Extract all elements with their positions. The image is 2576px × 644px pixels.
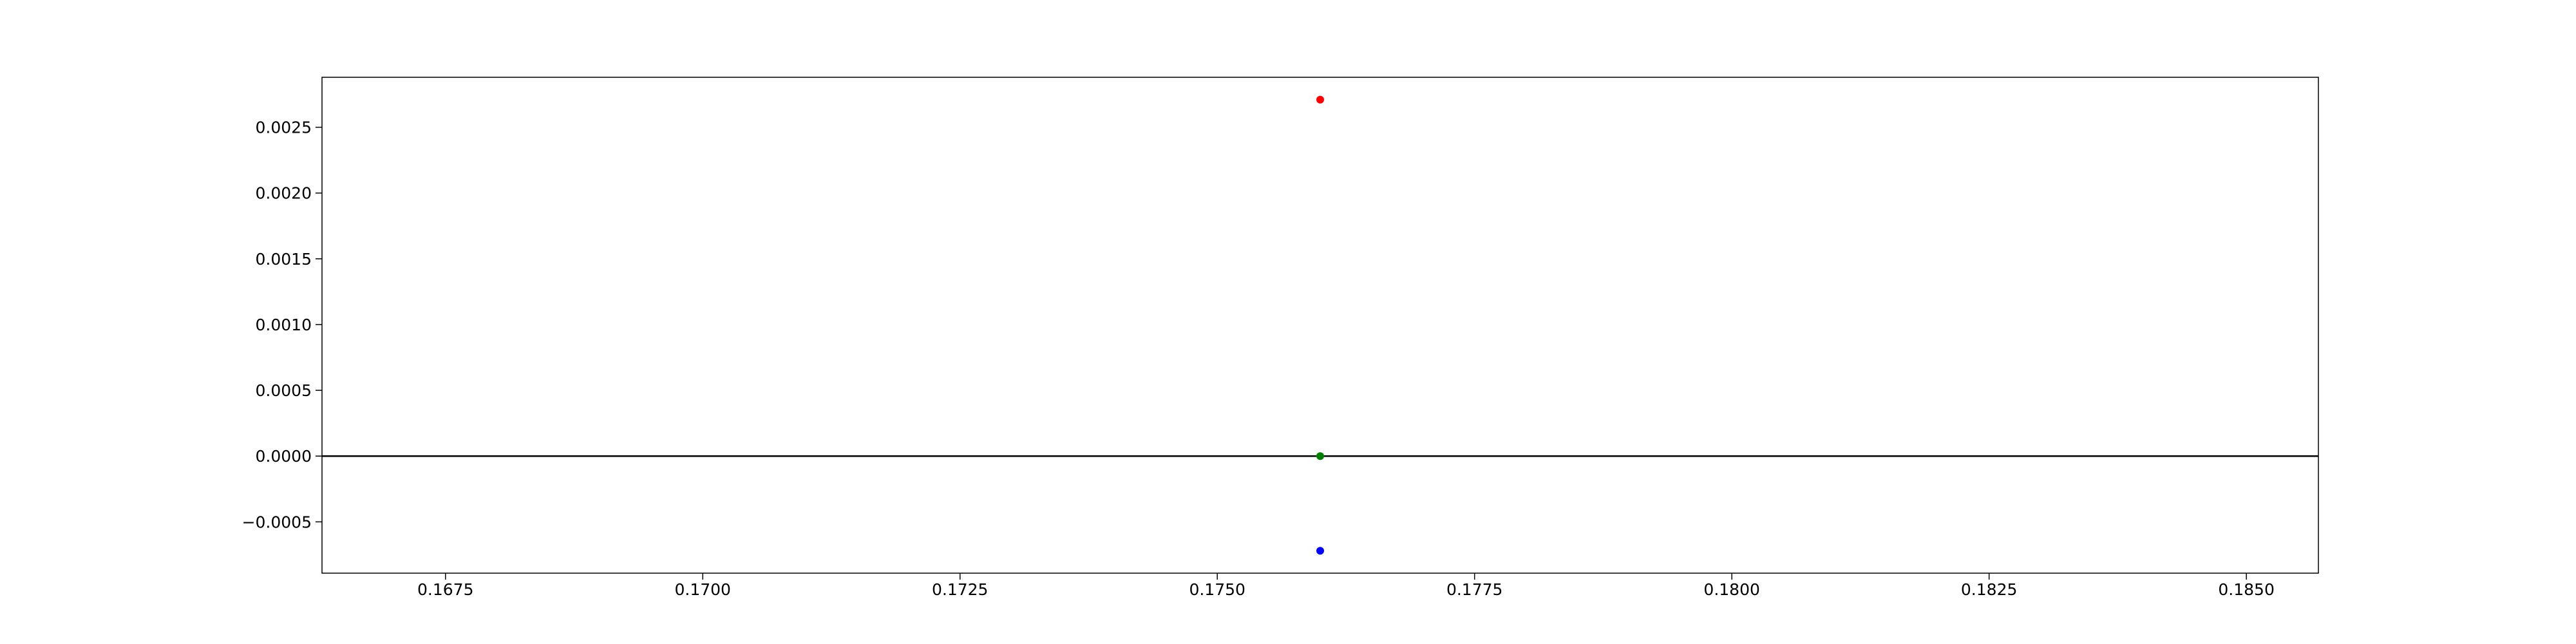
x-tick-label: 0.1700 [674, 580, 730, 599]
x-tick-label: 0.1750 [1189, 580, 1245, 599]
data-point [1316, 452, 1324, 460]
x-tick-label: 0.1775 [1446, 580, 1502, 599]
data-point [1316, 95, 1324, 104]
y-tick-label: −0.0005 [242, 513, 312, 531]
y-tick-label: 0.0010 [256, 316, 312, 334]
x-tick-label: 0.1850 [2218, 580, 2274, 599]
data-point [1316, 547, 1324, 555]
y-tick-label: 0.0025 [256, 118, 312, 137]
y-tick-label: 0.0000 [256, 447, 312, 466]
x-tick-label: 0.1675 [417, 580, 473, 599]
plot-area: 0.1675 0.1700 0.1725 0.1750 0.1775 0.1800 0.18… [242, 95, 2318, 599]
y-tick-label: 0.0005 [256, 381, 312, 400]
y-tick-label: 0.0020 [256, 184, 312, 203]
y-tick-label: 0.0015 [256, 250, 312, 269]
x-tick-label: 0.1800 [1703, 580, 1759, 599]
x-tick-label: 0.1725 [932, 580, 988, 599]
axes-frame [321, 77, 2319, 574]
x-tick-label: 0.1825 [1961, 580, 2017, 599]
